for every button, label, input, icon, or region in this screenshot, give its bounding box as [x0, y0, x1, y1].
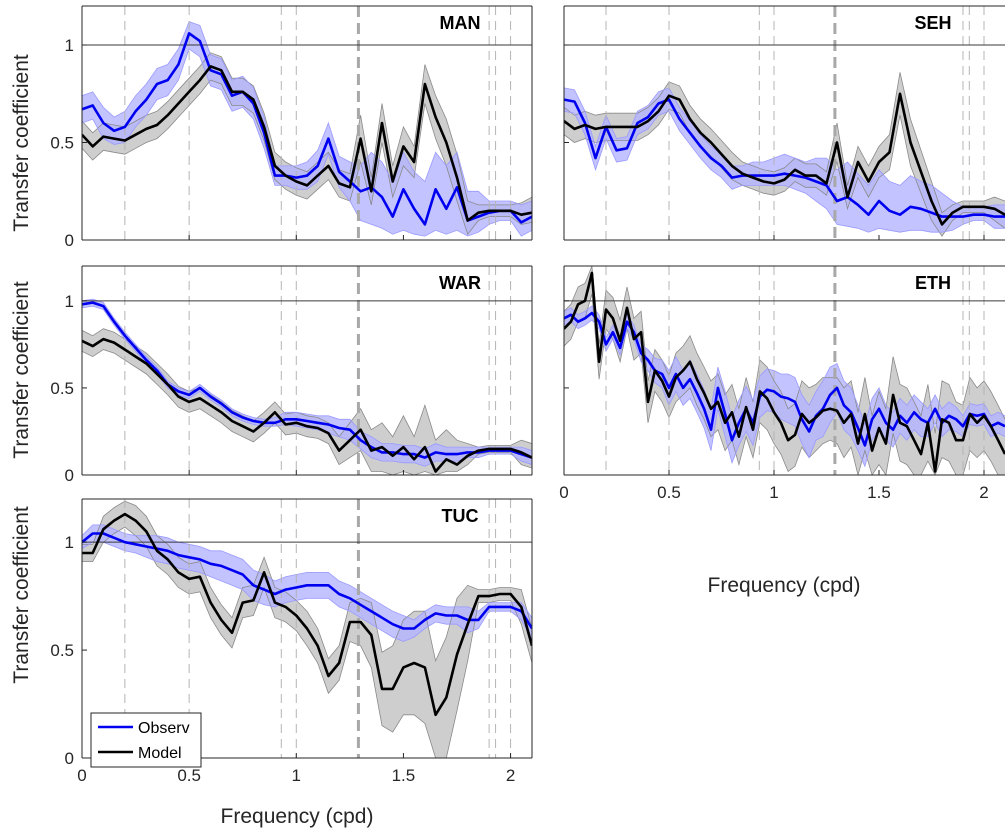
xtick-label-tuc-1: 0.5 [177, 766, 201, 785]
observ-band-edge-eth-lower [564, 319, 1005, 468]
ytick-label-man-1: 0.5 [50, 134, 74, 153]
ytick-label-war-0: 0 [65, 466, 74, 485]
model-line-seh [564, 92, 1005, 226]
observ-line-man [82, 31, 532, 226]
ytick-label-tuc-1: 0.5 [50, 641, 74, 660]
observ-band-man [82, 21, 532, 237]
observ-line-eth [564, 311, 1005, 447]
ytick-label-war-2: 1 [65, 292, 74, 311]
xtick-label-tuc-0: 0 [77, 766, 86, 785]
model-band-edge-man-lower [82, 79, 532, 236]
panels: 0 0.5 1 MAN SEH 0 0.5 1 WAR 0 0.5 1 1.5 2 ETH 0 0.5 1 0 0.5… [50, 5, 1005, 785]
model-band-edge-man-upper [82, 52, 532, 206]
plot-area-war [82, 266, 532, 475]
model-band-edge-war-upper [82, 328, 532, 448]
plot-area-seh [564, 6, 1005, 240]
model-band-edge-war-lower [82, 349, 532, 475]
xlabel-right-column: Frequency (cpd) [708, 574, 861, 597]
model-band-edge-seh-lower [564, 108, 1005, 237]
xtick-label-eth-1: 0.5 [657, 483, 681, 502]
panel-man: 0 0.5 1 MAN [50, 5, 533, 250]
legend: Observ Model [90, 712, 202, 768]
observ-band-edge-tuc-upper [82, 524, 532, 621]
panel-title-seh: SEH [914, 13, 951, 33]
panel-title-tuc: TUC [442, 506, 479, 526]
ytick-label-tuc-0: 0 [65, 749, 74, 768]
observ-band-edge-tuc-lower [82, 541, 532, 642]
panel-eth: 0 0.5 1 1.5 2 ETH [559, 265, 1005, 502]
observ-band-tuc [82, 524, 532, 642]
ytick-label-war-1: 0.5 [50, 379, 74, 398]
ytick-label-man-2: 1 [65, 36, 74, 55]
legend-box [90, 712, 202, 768]
observ-band-edge-man-upper [82, 21, 532, 206]
xtick-label-tuc-3: 1.5 [392, 766, 416, 785]
model-band-seh [564, 72, 1005, 237]
xtick-label-eth-4: 2 [979, 483, 988, 502]
panel-seh: SEH [563, 5, 1005, 241]
xtick-label-tuc-2: 1 [292, 766, 301, 785]
panel-title-eth: ETH [915, 273, 951, 293]
model-band-edge-tuc-lower [82, 526, 532, 758]
model-line-man [82, 65, 532, 222]
model-band-war [82, 328, 532, 475]
panel-war: 0 0.5 1 WAR [50, 265, 533, 485]
model-line-war [82, 337, 532, 473]
observ-band-edge-seh-upper [564, 87, 1005, 208]
model-band-edge-eth-lower [564, 293, 1005, 475]
xtick-label-tuc-4: 2 [506, 766, 515, 785]
ylabel-row2: Transfer coefficient [10, 281, 33, 459]
xtick-label-eth-0: 0 [559, 483, 568, 502]
observ-line-war [82, 301, 532, 459]
model-band-edge-seh-upper [564, 72, 1005, 214]
xtick-label-eth-3: 1.5 [867, 483, 891, 502]
model-line-eth [564, 271, 1005, 473]
panel-title-man: MAN [440, 13, 481, 33]
observ-line-seh [564, 98, 1005, 218]
observ-band-war [82, 299, 532, 467]
ytick-label-tuc-2: 1 [65, 533, 74, 552]
legend-label-observ: Observ [138, 720, 190, 737]
observ-band-edge-man-lower [82, 48, 532, 237]
panel-title-war: WAR [439, 273, 481, 293]
ylabel-row1: Transfer coefficient [10, 54, 33, 232]
legend-label-model: Model [138, 745, 182, 762]
xlabel-left-column: Frequency (cpd) [221, 805, 374, 828]
plot-area-eth [564, 266, 1005, 475]
panel-tuc: 0 0.5 1 0 0.5 1 1.5 2 TUC [50, 498, 533, 785]
model-band-man [82, 52, 532, 235]
observ-band-edge-seh-lower [564, 110, 1005, 233]
ylabel-row3: Transfer coefficient [10, 506, 33, 684]
model-line-tuc [82, 512, 532, 717]
xtick-label-eth-2: 1 [769, 483, 778, 502]
model-band-edge-eth-upper [564, 266, 1005, 434]
plot-area-tuc [82, 499, 532, 758]
plot-area-man [82, 6, 532, 240]
observ-band-seh [564, 87, 1005, 233]
observ-band-edge-war-upper [82, 298, 532, 451]
ytick-label-man-0: 0 [65, 231, 74, 250]
